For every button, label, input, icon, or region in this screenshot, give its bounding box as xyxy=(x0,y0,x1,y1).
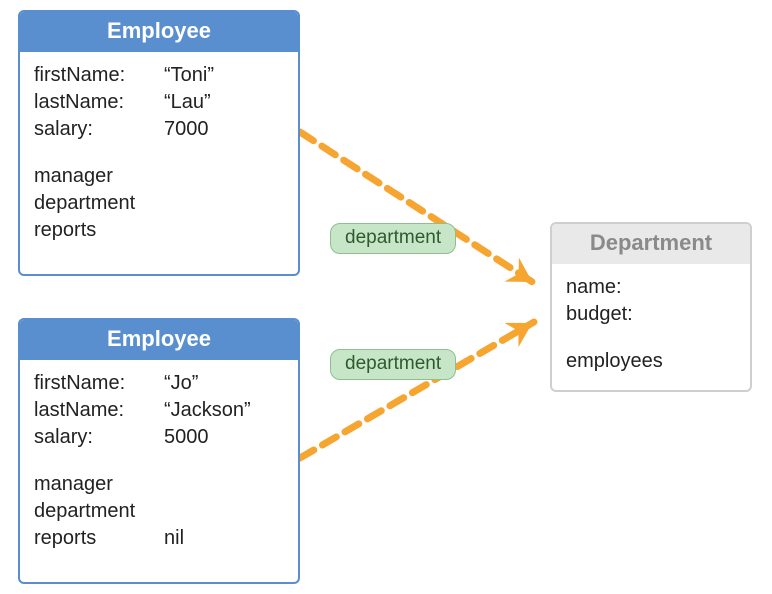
arrowhead-1 xyxy=(505,258,540,294)
prop-key: salary: xyxy=(34,424,164,451)
employee1-ref-row: department xyxy=(34,190,284,217)
ref-key: reports xyxy=(34,525,164,552)
prop-value: “Toni” xyxy=(164,62,284,89)
prop-key: lastName: xyxy=(34,89,164,116)
employee1-title: Employee xyxy=(20,12,298,52)
ref-key: reports xyxy=(34,217,164,244)
employee1-box: Employee firstName: “Toni” lastName: “La… xyxy=(18,10,300,276)
ref-key: manager xyxy=(34,471,164,498)
ref-key: department xyxy=(34,498,164,525)
prop-key: firstName: xyxy=(34,370,164,397)
employee2-title: Employee xyxy=(20,320,298,360)
employee1-ref-row: reports xyxy=(34,217,284,244)
edge-label-1: department xyxy=(330,223,456,254)
ref-value xyxy=(164,498,284,525)
prop-key: budget: xyxy=(566,301,696,328)
department-body: name: budget: employees xyxy=(552,264,750,387)
department-prop-row: budget: xyxy=(566,301,736,328)
employee2-prop-row: lastName: “Jackson” xyxy=(34,397,284,424)
arrowhead-2 xyxy=(504,311,539,347)
ref-key: manager xyxy=(34,163,164,190)
prop-value xyxy=(696,274,736,301)
prop-value: “Lau” xyxy=(164,89,284,116)
employee2-body: firstName: “Jo” lastName: “Jackson” sala… xyxy=(20,360,298,564)
edge-emp2-to-dept xyxy=(300,322,534,458)
employee1-ref-row: manager xyxy=(34,163,284,190)
employee1-prop-row: lastName: “Lau” xyxy=(34,89,284,116)
department-box: Department name: budget: employees xyxy=(550,222,752,392)
prop-key: firstName: xyxy=(34,62,164,89)
prop-value: “Jo” xyxy=(164,370,284,397)
ref-key: employees xyxy=(566,348,696,375)
employee2-prop-row: firstName: “Jo” xyxy=(34,370,284,397)
prop-value xyxy=(696,301,736,328)
edge-label-text: department xyxy=(345,353,441,374)
ref-value xyxy=(164,471,284,498)
prop-value: 7000 xyxy=(164,116,284,143)
ref-value xyxy=(696,348,736,375)
employee2-box: Employee firstName: “Jo” lastName: “Jack… xyxy=(18,318,300,584)
prop-value: 5000 xyxy=(164,424,284,451)
ref-value xyxy=(164,217,284,244)
prop-key: salary: xyxy=(34,116,164,143)
prop-key: lastName: xyxy=(34,397,164,424)
ref-key: department xyxy=(34,190,164,217)
department-title: Department xyxy=(552,224,750,264)
employee1-body: firstName: “Toni” lastName: “Lau” salary… xyxy=(20,52,298,256)
department-prop-row: name: xyxy=(566,274,736,301)
employee2-ref-row: manager xyxy=(34,471,284,498)
prop-key: name: xyxy=(566,274,696,301)
employee2-prop-row: salary: 5000 xyxy=(34,424,284,451)
employee2-ref-row: department xyxy=(34,498,284,525)
employee1-prop-row: firstName: “Toni” xyxy=(34,62,284,89)
prop-value: “Jackson” xyxy=(164,397,284,424)
department-ref-row: employees xyxy=(566,348,736,375)
employee2-ref-row: reports nil xyxy=(34,525,284,552)
ref-value xyxy=(164,190,284,217)
diagram-canvas: Employee firstName: “Toni” lastName: “La… xyxy=(0,0,772,594)
ref-value xyxy=(164,163,284,190)
edge-label-text: department xyxy=(345,227,441,248)
edge-emp1-to-dept xyxy=(300,132,534,283)
ref-value: nil xyxy=(164,525,284,552)
employee1-prop-row: salary: 7000 xyxy=(34,116,284,143)
edge-label-2: department xyxy=(330,349,456,380)
